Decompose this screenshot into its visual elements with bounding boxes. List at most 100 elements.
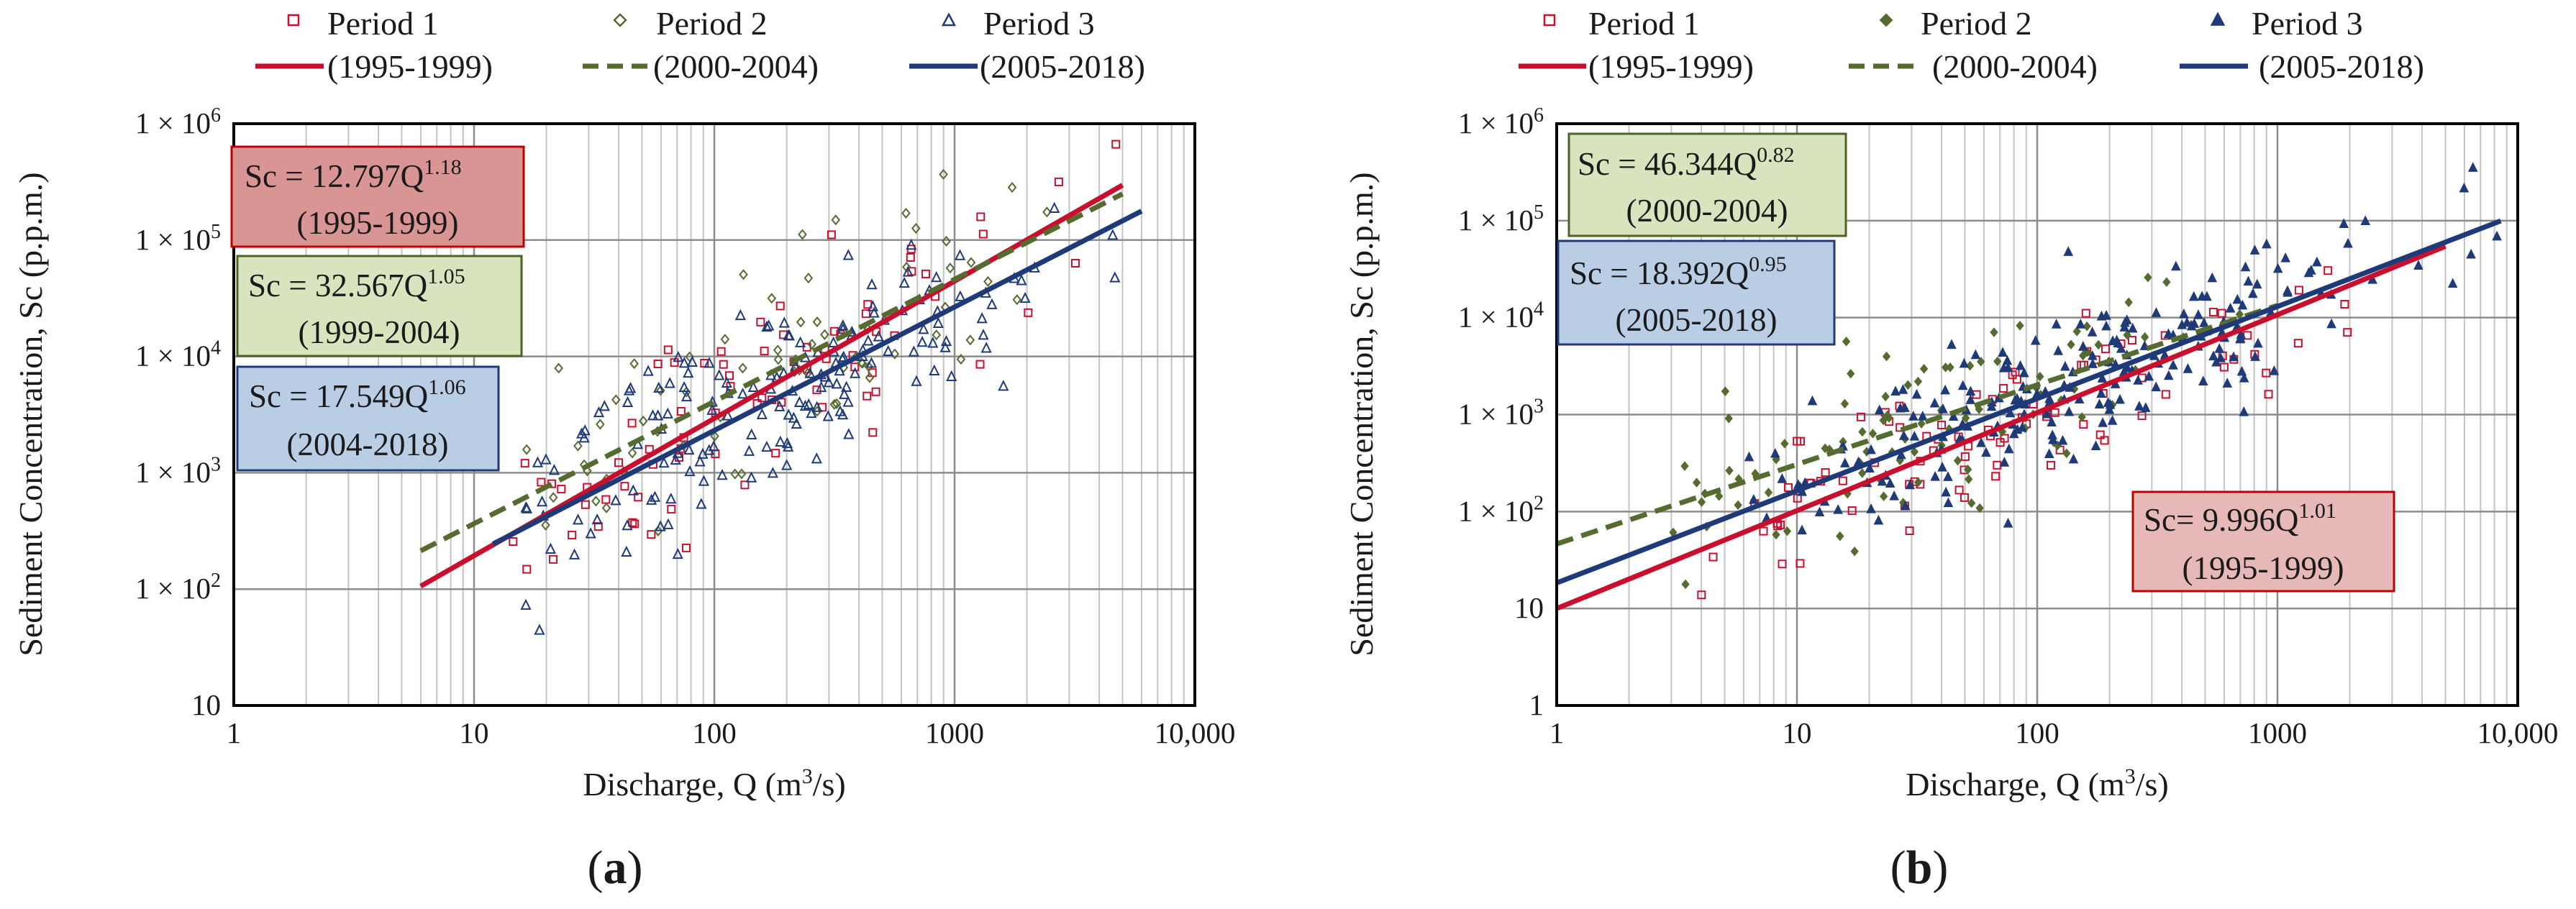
point-period3 — [2094, 398, 2105, 408]
point-period3 — [2236, 365, 2247, 376]
x-tick-label: 100 — [692, 716, 737, 749]
point-period2 — [942, 235, 951, 247]
point-period3 — [1943, 471, 1953, 481]
point-period2 — [2140, 332, 2149, 342]
point-period3 — [2017, 421, 2028, 432]
point-period3 — [1999, 457, 2010, 467]
point-period2 — [1913, 376, 1923, 387]
point-period3 — [1998, 362, 2009, 373]
point-period3 — [734, 309, 746, 321]
legend-a-period2-label: Period 2 — [656, 5, 768, 42]
point-period2 — [1858, 426, 1867, 437]
point-period3 — [980, 342, 992, 353]
point-period3 — [2207, 272, 2218, 283]
point-period3 — [2168, 360, 2178, 370]
point-period3 — [834, 405, 846, 416]
point-period3 — [842, 249, 854, 260]
x-axis-title-b: Discharge, Q (m3/s) — [1906, 764, 2168, 803]
point-period2 — [601, 502, 611, 513]
point-period1 — [653, 360, 663, 369]
point-period1 — [627, 419, 637, 428]
point-period3 — [622, 396, 634, 408]
point-period1 — [620, 482, 629, 491]
point-period1 — [601, 495, 611, 504]
point-period3 — [681, 390, 693, 402]
equation-a-2-text: Sc = 32.567Q — [248, 268, 427, 303]
point-period3 — [532, 456, 544, 467]
point-period3 — [536, 495, 548, 507]
point-period1 — [861, 309, 870, 319]
point-period2 — [857, 357, 866, 369]
point-period3 — [1839, 457, 1850, 467]
point-period3 — [865, 357, 878, 368]
tick-labels-b: 1 10 100 1000 10,000 1 10 1 × 102 1 × 103 1 × 104… — [1458, 104, 2559, 749]
point-period3 — [866, 278, 878, 290]
point-period1 — [630, 519, 640, 529]
point-period2 — [1836, 531, 1844, 542]
point-period2 — [901, 207, 911, 219]
point-period3 — [763, 319, 775, 331]
point-period2 — [596, 419, 605, 430]
point-period1 — [2293, 339, 2303, 348]
point-period3 — [2253, 337, 2263, 348]
point-period3 — [998, 380, 1009, 391]
point-period2 — [1882, 351, 1891, 362]
point-period1 — [868, 428, 878, 437]
point-period3 — [2179, 308, 2189, 319]
point-period1 — [2081, 309, 2090, 318]
point-period3 — [783, 329, 796, 341]
point-period3 — [2096, 388, 2106, 398]
point-period3 — [1016, 274, 1027, 286]
point-period3 — [2002, 355, 2013, 365]
point-period3 — [2116, 342, 2126, 353]
point-period2 — [1975, 404, 1983, 414]
point-period2 — [1965, 360, 1975, 371]
point-period3 — [931, 270, 942, 283]
point-period3 — [2466, 248, 2476, 259]
point-period3 — [694, 455, 706, 467]
point-period3 — [2312, 256, 2322, 267]
point-period3 — [2057, 434, 2068, 445]
equation-b-3-period: (1995-1999) — [2183, 550, 2344, 586]
point-period3 — [642, 365, 654, 376]
point-period2 — [798, 229, 807, 240]
point-period3 — [978, 329, 989, 340]
point-period3 — [823, 376, 834, 388]
point-period3 — [2042, 408, 2052, 419]
point-period1 — [2100, 436, 2109, 445]
point-period3 — [2467, 162, 2478, 172]
point-period3 — [1937, 461, 1947, 472]
fit-line-period1 — [1555, 244, 2447, 611]
point-period1 — [2343, 328, 2352, 337]
point-period2 — [2072, 326, 2081, 337]
point-period3 — [822, 410, 834, 421]
point-period3 — [781, 459, 793, 470]
point-period2 — [720, 334, 730, 345]
point-period2 — [1961, 413, 1970, 424]
point-period3 — [2360, 215, 2371, 226]
equation-a-2: Sc = 32.567Q1.05 (1999-2004) — [236, 255, 523, 357]
point-period2 — [812, 316, 822, 328]
point-period3 — [778, 316, 790, 328]
point-period2 — [1903, 380, 1912, 390]
point-period3 — [1890, 385, 1901, 396]
point-period3 — [940, 334, 952, 347]
point-period2 — [710, 430, 719, 442]
point-period2 — [1879, 415, 1888, 426]
y-tick-label: 1 — [1529, 688, 1544, 721]
y-axis-title-a: Sediment Concentration, Sc (p.p.m.) — [12, 172, 49, 656]
point-period3 — [2019, 367, 2029, 378]
point-period1 — [2127, 336, 2136, 345]
equation-a-1: Sc = 12.797Q1.18 (1995-1999) — [230, 145, 525, 248]
point-period3 — [782, 440, 794, 452]
point-period3 — [1877, 475, 1888, 486]
point-period2 — [1967, 498, 1976, 508]
point-period1 — [1857, 412, 1866, 421]
equation-b-1-exponent: 0.82 — [1757, 143, 1795, 167]
point-period3 — [863, 334, 874, 346]
point-period3 — [1976, 437, 1986, 447]
point-period3 — [2133, 375, 2143, 385]
point-period3 — [2104, 403, 2115, 414]
point-period1 — [1995, 438, 2005, 447]
point-period2 — [1821, 443, 1829, 454]
